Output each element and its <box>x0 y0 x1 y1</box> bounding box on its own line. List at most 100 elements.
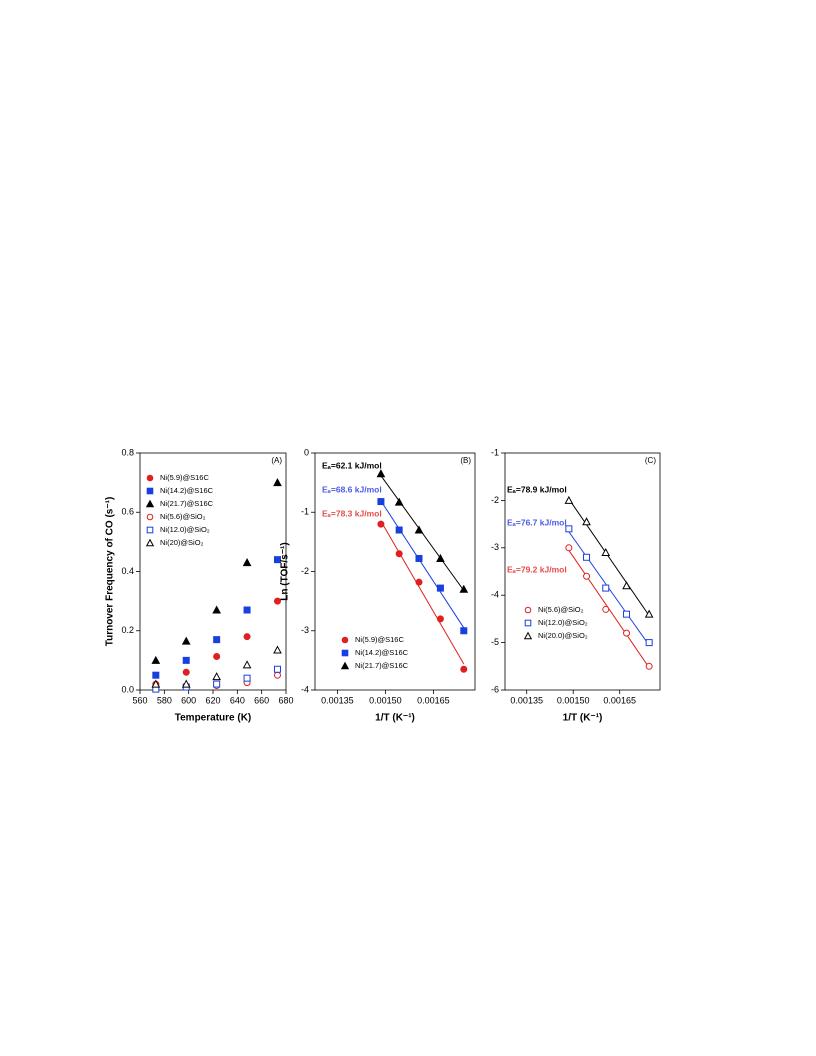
legend-marker <box>146 474 154 482</box>
y-tick-label: -2 <box>301 566 309 576</box>
data-point <box>151 679 161 688</box>
legend-label: Ni(20)@SiO₂ <box>160 538 204 547</box>
y-tick-label: -5 <box>491 637 499 647</box>
legend-label: Ni(14.2)@S16C <box>160 486 214 495</box>
legend-label: Ni(21.7)@S16C <box>355 661 409 670</box>
legend-label: Ni(20.0)@SiO₂ <box>538 631 588 640</box>
annotation: Eₐ=78.3 kJ/mol <box>322 508 382 518</box>
data-point <box>182 668 190 676</box>
legend-label: Ni(5.9)@S16C <box>355 635 404 644</box>
data-point <box>273 597 281 605</box>
y-tick-label: 0.0 <box>121 684 134 694</box>
legend-marker <box>145 538 155 547</box>
data-point <box>213 680 221 688</box>
y-axis-label: Turnover Frequency of CO (s⁻¹) <box>105 497 116 647</box>
y-tick-label: -4 <box>491 590 499 600</box>
data-point <box>243 674 251 682</box>
panel-label: (A) <box>271 456 282 465</box>
y-tick-label: -1 <box>301 507 309 517</box>
data-point <box>213 636 221 644</box>
x-tick-label: 580 <box>157 695 172 705</box>
plot-frame <box>504 452 661 691</box>
legend-label: Ni(14.2)@S16C <box>355 648 409 657</box>
data-point <box>644 609 654 618</box>
annotation: Eₐ=76.7 kJ/mol <box>507 517 567 527</box>
data-point <box>622 581 631 590</box>
data-point <box>565 525 573 533</box>
data-point <box>181 679 191 688</box>
data-point <box>415 578 423 586</box>
annotation: Eₐ=62.1 kJ/mol <box>322 460 382 470</box>
data-point <box>583 553 591 561</box>
data-point <box>602 584 610 592</box>
data-point <box>436 553 445 562</box>
data-point <box>273 478 282 487</box>
x-tick-label: 0.00135 <box>321 695 354 705</box>
data-point <box>460 665 468 673</box>
legend-label: Ni(21.7)@S16C <box>160 499 214 508</box>
x-tick-label: 0.00165 <box>417 695 450 705</box>
legend-label: Ni(12.0)@SiO₂ <box>160 525 210 534</box>
data-point <box>151 655 161 664</box>
data-point <box>623 610 631 618</box>
legend-marker <box>341 636 349 644</box>
y-tick-label: 0.8 <box>121 447 134 457</box>
x-tick-label: 640 <box>230 695 245 705</box>
x-tick-label: 0.00150 <box>557 695 590 705</box>
y-tick-label: -1 <box>491 447 499 457</box>
y-tick-label: 0.6 <box>121 507 134 517</box>
legend-marker <box>341 649 349 657</box>
panel-label: (C) <box>645 456 656 465</box>
data-point <box>414 525 424 534</box>
data-point <box>436 615 444 623</box>
y-tick-label: -3 <box>491 542 499 552</box>
data-point <box>602 605 610 613</box>
data-point <box>213 653 221 661</box>
data-point <box>273 665 281 673</box>
annotation: Eₐ=79.2 kJ/mol <box>507 564 567 574</box>
legend-marker <box>146 526 154 534</box>
x-tick-label: 660 <box>254 695 269 705</box>
y-tick-label: 0 <box>304 447 309 457</box>
legend-label: Ni(5.6)@SiO₂ <box>160 512 206 521</box>
data-point <box>273 671 281 679</box>
data-point <box>243 633 251 641</box>
fit-line <box>568 498 650 616</box>
data-point <box>564 495 574 504</box>
x-tick-label: 600 <box>181 695 196 705</box>
legend-marker <box>523 631 533 640</box>
data-point <box>645 639 653 647</box>
x-tick-label: 560 <box>132 695 147 705</box>
y-tick-label: 0.2 <box>121 625 134 635</box>
annotation: Eₐ=68.6 kJ/mol <box>322 484 382 494</box>
data-point <box>243 606 251 614</box>
data-point <box>415 554 423 562</box>
legend-label: Ni(12.0)@SiO₂ <box>538 618 588 627</box>
data-point <box>273 645 282 654</box>
data-point <box>242 558 252 567</box>
data-point <box>601 547 611 557</box>
legend-label: Ni(5.6)@SiO₂ <box>538 605 584 614</box>
data-point <box>152 671 160 679</box>
y-tick-label: -6 <box>491 684 499 694</box>
legend-marker <box>524 606 532 614</box>
data-point <box>460 627 468 635</box>
data-point <box>395 550 403 558</box>
x-axis-label: 1/T (K⁻¹) <box>375 713 415 724</box>
fit-line <box>380 520 465 665</box>
data-point <box>212 605 221 614</box>
data-point <box>181 636 191 645</box>
data-point <box>582 517 591 526</box>
data-point <box>376 469 386 478</box>
data-point <box>377 520 385 528</box>
annotation: Eₐ=78.9 kJ/mol <box>507 484 567 494</box>
data-point <box>459 584 469 593</box>
legend-label: Ni(5.9)@S16C <box>160 473 209 482</box>
x-tick-label: 0.00135 <box>510 695 543 705</box>
y-axis-label: Ln (TOF/s⁻¹) <box>280 542 291 600</box>
data-point <box>182 656 190 664</box>
y-tick-label: -3 <box>301 625 309 635</box>
y-tick-label: 0.4 <box>121 566 134 576</box>
